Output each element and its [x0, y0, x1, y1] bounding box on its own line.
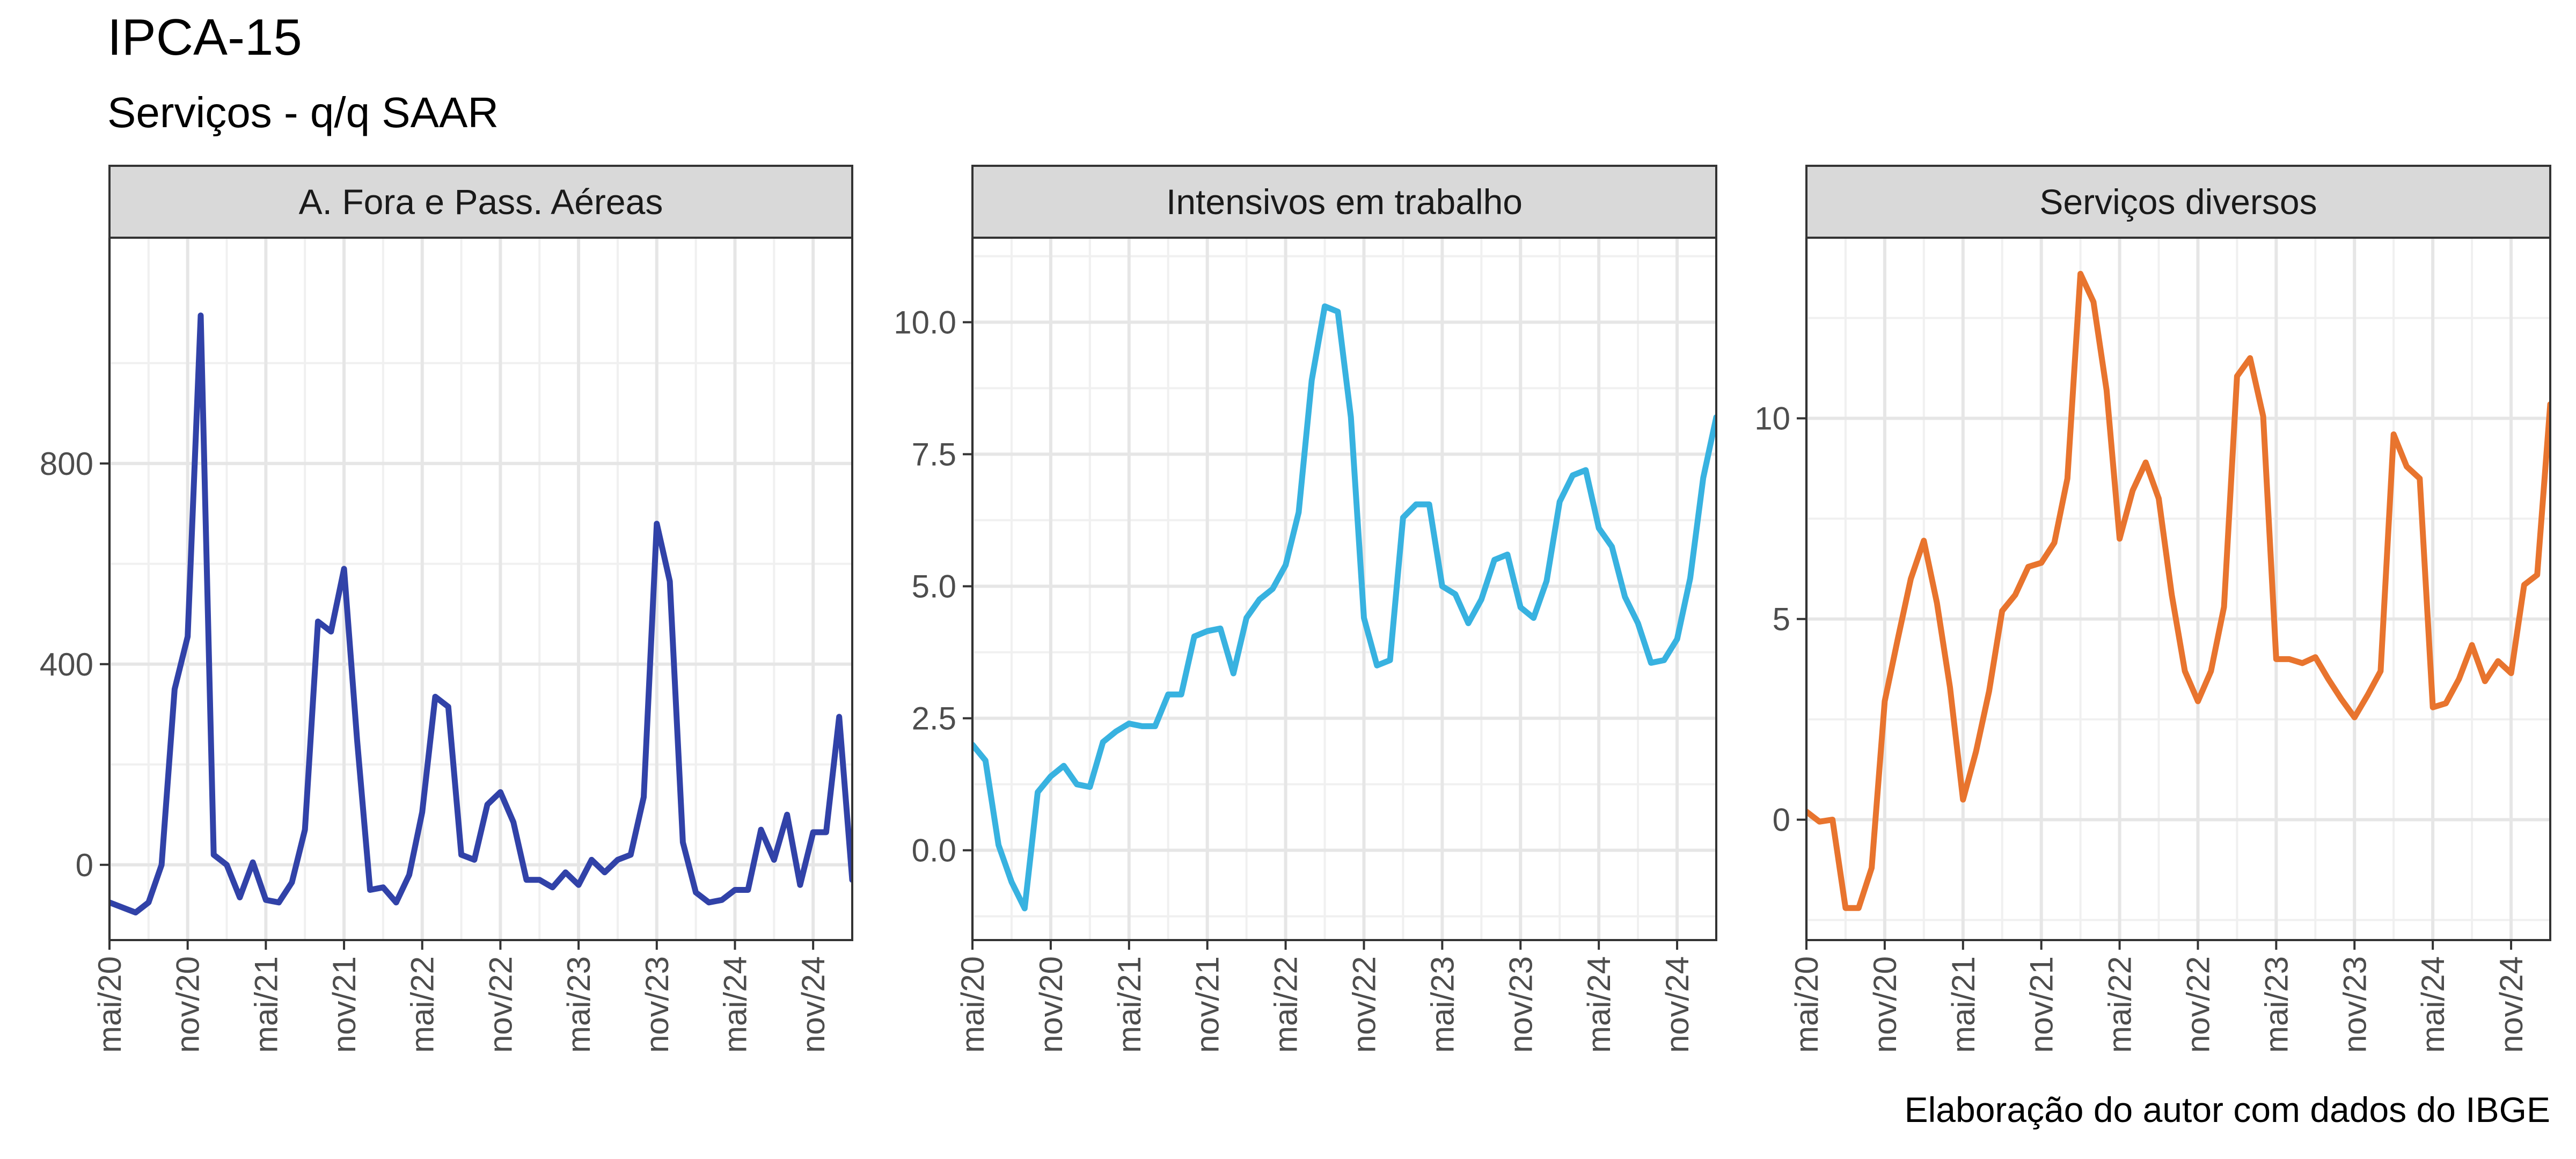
x-tick-label: nov/23 — [1503, 956, 1539, 1053]
x-tick-label: nov/20 — [170, 956, 206, 1053]
x-tick-label: nov/23 — [639, 956, 675, 1053]
x-tick-label: nov/22 — [482, 956, 518, 1053]
facet-strip-label: A. Fora e Pass. Aéreas — [299, 182, 663, 222]
x-tick-label: mai/23 — [561, 956, 597, 1053]
x-tick-label: mai/23 — [1424, 956, 1460, 1053]
series-line — [972, 303, 1716, 912]
x-tick-label: nov/21 — [326, 956, 362, 1053]
x-tick-label: nov/21 — [1190, 956, 1226, 1053]
series-line — [1806, 270, 2550, 911]
x-tick-label: nov/24 — [795, 956, 831, 1053]
x-tick-label: nov/22 — [2180, 956, 2216, 1053]
panel-border — [1805, 237, 2551, 941]
x-tick-label: nov/22 — [1346, 956, 1382, 1053]
x-tick-label: mai/21 — [248, 956, 284, 1053]
x-tick-label: mai/22 — [2102, 956, 2138, 1053]
y-tick-label: 0 — [76, 847, 93, 883]
facet-strip-label: Serviços diversos — [2039, 182, 2317, 222]
y-tick-label: 2.5 — [912, 701, 956, 737]
x-tick-label: mai/22 — [405, 956, 441, 1053]
x-tick-label: mai/21 — [1945, 956, 1981, 1053]
x-tick-label: mai/20 — [1789, 956, 1825, 1053]
chart-subtitle: Serviços - q/q SAAR — [107, 89, 499, 136]
x-tick-label: nov/20 — [1033, 956, 1069, 1053]
y-tick-label: 0 — [1773, 802, 1790, 838]
chart-title: IPCA-15 — [107, 9, 302, 66]
facet-strip-label: Intensivos em trabalho — [1166, 182, 1523, 222]
x-tick-label: mai/24 — [717, 956, 753, 1053]
facet-strip — [971, 165, 1717, 239]
x-tick-label: mai/23 — [2258, 956, 2294, 1053]
y-tick-label: 400 — [40, 647, 93, 683]
y-tick-label: 5.0 — [912, 569, 956, 605]
x-tick-label: mai/20 — [92, 956, 128, 1053]
x-tick-label: nov/24 — [1659, 956, 1695, 1053]
chart-caption: Elaboração do autor com dados do IBGE — [1904, 1090, 2550, 1129]
y-tick-label: 10 — [1754, 401, 1790, 437]
y-tick-label: 5 — [1773, 601, 1790, 637]
x-tick-label: mai/24 — [2415, 956, 2451, 1053]
series-line — [109, 312, 852, 916]
y-tick-label: 7.5 — [912, 437, 956, 473]
y-tick-label: 800 — [40, 446, 93, 482]
x-tick-label: nov/23 — [2337, 956, 2373, 1053]
x-tick-label: mai/22 — [1268, 956, 1304, 1053]
x-tick-label: nov/24 — [2493, 956, 2529, 1053]
y-tick-label: 10.0 — [894, 304, 956, 340]
y-tick-label: 0.0 — [912, 833, 956, 869]
x-tick-label: mai/20 — [955, 956, 991, 1053]
x-tick-label: nov/20 — [1867, 956, 1903, 1053]
x-tick-label: nov/21 — [2024, 956, 2060, 1053]
x-tick-label: mai/21 — [1111, 956, 1147, 1053]
x-tick-label: mai/24 — [1581, 956, 1617, 1053]
facet-strip — [1805, 165, 2551, 239]
facet-strip — [108, 165, 853, 239]
